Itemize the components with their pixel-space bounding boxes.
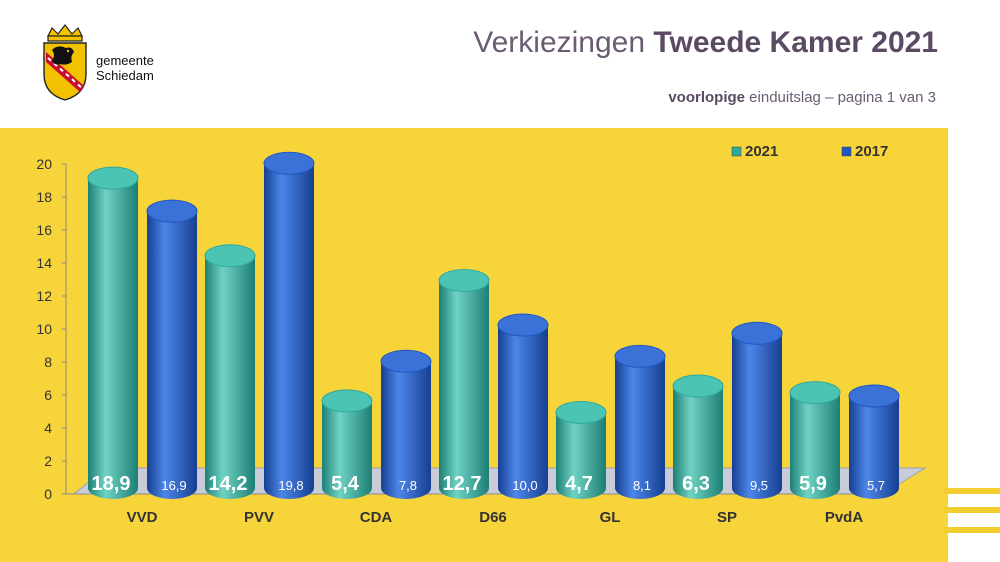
bar-d66-2017 [497,313,549,499]
bar-body [498,325,548,499]
data-label-2021: 12,7 [443,473,482,495]
x-tick-label: PVV [244,509,274,526]
bar-gl-2017 [614,344,666,499]
y-tick-label: 10 [36,321,52,337]
bar-body [732,333,782,499]
data-label-2021: 18,9 [92,473,131,495]
y-tick-label: 16 [36,222,52,238]
x-tick-label: GL [600,509,621,526]
organization-line-1: gemeente [96,53,154,68]
y-tick-label: 8 [44,354,52,370]
bar-top [555,400,607,424]
bar-top [848,384,900,408]
x-tick-label: CDA [360,509,393,526]
data-label-2017: 5,7 [867,478,885,493]
bar-sp-2021 [672,374,724,499]
page-title: Verkiezingen Tweede Kamer 2021 [473,26,938,60]
data-label-2021: 6,3 [682,473,710,495]
y-tick-label: 6 [44,387,52,403]
bar-top [789,381,841,405]
bar-cda-2017 [380,349,432,499]
legend-label-2017: 2017 [855,143,888,160]
data-label-2017: 7,8 [399,478,417,493]
bar-body [322,400,372,499]
decor-stripe-2 [944,507,1000,513]
bar-cda-2021 [321,389,373,499]
bar-top [321,389,373,413]
y-tick-label: 14 [36,255,52,271]
organization-name: gemeente Schiedam [96,53,154,83]
bar-body [264,163,314,500]
decor-stripe-1 [944,488,1000,494]
bar-body [205,255,255,499]
data-label-2021: 5,4 [331,473,360,495]
bar-top [204,244,256,268]
bar-body [556,412,606,499]
bar-sp-2017 [731,321,783,499]
bar-pvda-2021 [789,381,841,499]
municipality-logo [38,22,198,102]
bar-top [614,344,666,368]
bar-vvd-2017 [146,199,198,499]
data-label-2017: 10,0 [512,478,537,493]
bar-body [439,280,489,499]
bar-vvd-2021 [87,166,139,499]
subtitle-bold: voorlopige [668,89,746,106]
x-tick-label: SP [717,509,737,526]
bar-top [438,268,490,292]
bar-top [672,374,724,398]
x-tick-label: PvdA [825,509,864,526]
data-label-2017: 16,9 [161,478,186,493]
data-label-2017: 9,5 [750,478,768,493]
bar-body [673,386,723,499]
bar-top [263,151,315,175]
data-label-2017: 19,8 [278,478,303,493]
y-tick-label: 20 [36,156,52,172]
data-label-2017: 8,1 [633,478,651,493]
y-tick-label: 2 [44,453,52,469]
y-tick-label: 12 [36,288,52,304]
bar-top [87,166,139,190]
bar-top [497,313,549,337]
y-tick-label: 0 [44,486,52,502]
y-tick-label: 4 [44,420,52,436]
chart-panel: 0 2 4 6 8 10 12 14 16 18 20 18,9 16,9 VVD 14,2 19,8 PVV 5… [0,128,948,562]
bar-chart: 0 2 4 6 8 10 12 14 16 18 20 18,9 16,9 VVD 14,2 19,8 PVV 5… [36,143,927,526]
data-label-2021: 4,7 [565,473,593,495]
bar-d66-2021 [438,268,490,499]
bar-top [380,349,432,373]
decor-stripe-3 [944,527,1000,533]
bar-pvv-2017 [263,151,315,500]
organization-line-2: Schiedam [96,68,154,83]
bar-body [147,211,197,499]
y-tick-label: 18 [36,189,52,205]
bar-body [615,356,665,499]
bar-body [849,395,899,499]
title-bold: Tweede Kamer 2021 [653,26,938,59]
coat-of-arms-icon [43,24,87,101]
legend-swatch-2017 [841,146,852,157]
legend-label-2021: 2021 [745,143,778,160]
bar-body [88,178,138,499]
subtitle-rest: einduitslag – pagina 1 van 3 [745,89,936,106]
title-normal: Verkiezingen [473,26,654,59]
x-tick-label: VVD [127,509,158,526]
bar-pvv-2021 [204,244,256,499]
legend-swatch-2021 [731,146,742,157]
bar-top [731,321,783,345]
data-label-2021: 5,9 [799,473,827,495]
bar-gl-2021 [555,400,607,499]
bar-body [790,392,840,499]
page-subtitle: voorlopige einduitslag – pagina 1 van 3 [668,89,936,106]
data-label-2021: 14,2 [209,473,248,495]
x-tick-label: D66 [479,509,507,526]
bar-top [146,199,198,223]
bar-body [381,361,431,499]
bar-pvda-2017 [848,384,900,499]
